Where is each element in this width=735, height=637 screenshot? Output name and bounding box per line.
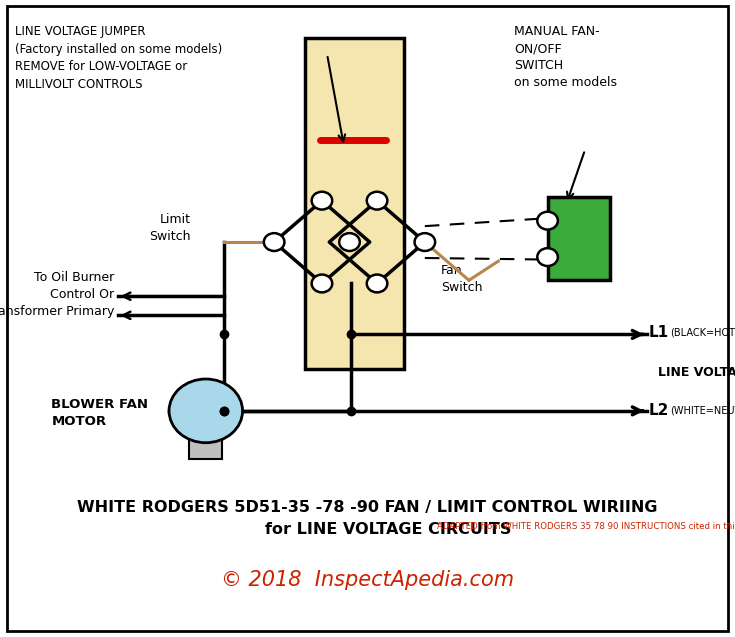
Text: (BLACK=HOT): (BLACK=HOT) [670, 327, 735, 338]
Circle shape [537, 248, 558, 266]
Text: MANUAL FAN-
ON/OFF
SWITCH
on some models: MANUAL FAN- ON/OFF SWITCH on some models [514, 25, 617, 89]
Text: WHITE RODGERS 5D51-35 -78 -90 FAN / LIMIT CONTROL WIRIING: WHITE RODGERS 5D51-35 -78 -90 FAN / LIMI… [77, 500, 658, 515]
Text: L1: L1 [649, 325, 669, 340]
Bar [305, 38, 404, 369]
Text: (WHITE=NEUTRAL): (WHITE=NEUTRAL) [670, 406, 735, 416]
Circle shape [339, 233, 360, 251]
Circle shape [169, 379, 243, 443]
Text: for LINE VOLTAGE CIRCUITS: for LINE VOLTAGE CIRCUITS [265, 522, 511, 538]
Circle shape [312, 192, 332, 210]
Circle shape [415, 233, 435, 251]
Circle shape [264, 233, 284, 251]
Circle shape [312, 275, 332, 292]
Bar [190, 440, 222, 459]
Text: LINE VOLTAGE JUMPER
(Factory installed on some models)
REMOVE for LOW-VOLTAGE or: LINE VOLTAGE JUMPER (Factory installed o… [15, 25, 222, 91]
Text: BLOWER FAN
MOTOR: BLOWER FAN MOTOR [51, 398, 148, 428]
Text: ADAPTED from WHITE RODGERS 35 78 90 INSTRUCTIONS cited in this article: ADAPTED from WHITE RODGERS 35 78 90 INST… [437, 522, 735, 531]
Text: © 2018  InspectApedia.com: © 2018 InspectApedia.com [221, 570, 514, 590]
Bar [548, 197, 610, 280]
Text: Limit
Switch: Limit Switch [150, 213, 191, 243]
Circle shape [367, 192, 387, 210]
Text: Fan
Switch: Fan Switch [441, 264, 482, 294]
Text: L2: L2 [649, 403, 670, 419]
Text: To Oil Burner
Control Or
Transformer Primary: To Oil Burner Control Or Transformer Pri… [0, 271, 114, 318]
Text: LINE VOLTAGE: LINE VOLTAGE [658, 366, 735, 379]
Circle shape [537, 211, 558, 229]
Circle shape [367, 275, 387, 292]
